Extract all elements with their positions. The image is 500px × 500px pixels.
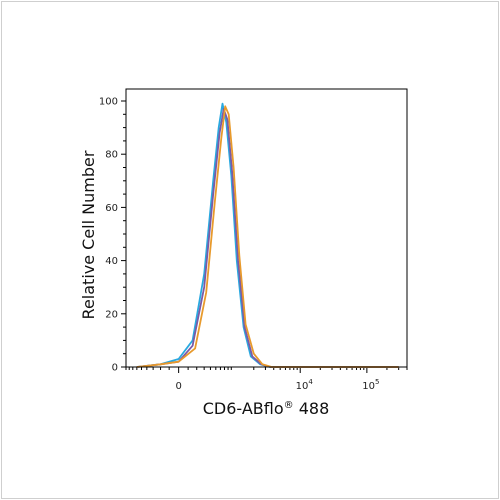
y-axis-label: Relative Cell Number	[79, 150, 98, 319]
y-tick-label: 40	[105, 256, 118, 267]
y-tick-label: 0	[112, 363, 118, 374]
x-axis-label: CD6-ABflo® 488	[203, 399, 330, 418]
x-tick-label: 105	[362, 378, 379, 392]
y-tick-label: 80	[105, 150, 118, 161]
plot-area-border	[125, 88, 408, 368]
y-tick-label: 100	[99, 97, 118, 108]
y-tick-label: 60	[105, 203, 118, 214]
x-tick-label: 104	[296, 378, 314, 392]
histogram-series-line-3	[136, 105, 399, 368]
histogram-series-line-2	[136, 108, 399, 368]
histogram-series-line-1	[136, 102, 399, 368]
y-tick-label: 20	[105, 309, 118, 320]
x-tick-label: 0	[175, 381, 181, 392]
